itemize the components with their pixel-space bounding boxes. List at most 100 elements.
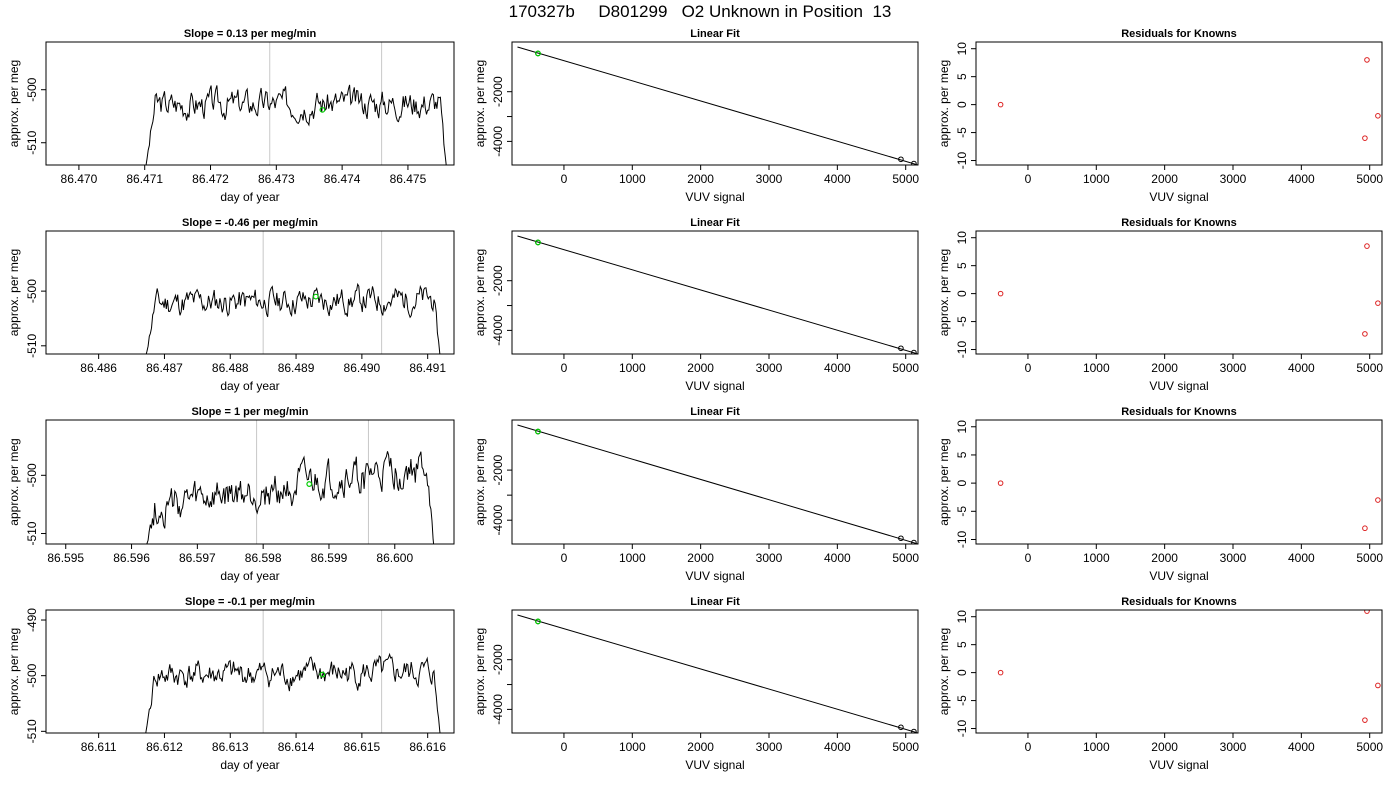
data-point	[997, 290, 1004, 297]
y-tick-label: -500	[25, 77, 39, 101]
x-tick-label: 86.611	[81, 740, 117, 754]
y-tick-label: -5	[955, 316, 969, 327]
y-tick-label: -500	[25, 463, 39, 487]
panel-1: Slope = 0.13 per meg/min 86.470 86.471 86.4…	[7, 28, 455, 204]
x-tick-label: 1000	[619, 361, 646, 375]
y-axis-label: approx. per meg	[473, 628, 487, 715]
y-tick-label: -5	[955, 506, 969, 517]
x-tick-label: 86.490	[344, 361, 381, 375]
highlight-point	[319, 671, 326, 678]
highlight-point	[319, 106, 326, 113]
x-tick-label: 1000	[1083, 551, 1110, 565]
x-axis-label: VUV signal	[685, 190, 744, 204]
y-tick-label: 5	[955, 262, 969, 269]
x-axis-label: day of year	[220, 379, 279, 393]
x-axis-label: VUV signal	[1149, 758, 1208, 772]
plot-frame	[45, 419, 455, 545]
x-tick-label: 86.475	[390, 172, 427, 186]
x-tick-label: 86.596	[113, 551, 150, 565]
data-point	[1375, 682, 1381, 689]
plot-area	[145, 282, 441, 354]
y-axis-label: approx. per meg	[7, 249, 21, 336]
y-tick-label: -510	[25, 130, 39, 154]
x-tick-label: 0	[1025, 172, 1032, 186]
x-axis-label: VUV signal	[1149, 190, 1208, 204]
y-tick-label: 0	[955, 290, 969, 297]
highlight-point	[535, 50, 541, 57]
y-tick-label: -10	[955, 152, 969, 170]
y-tick-label: -510	[25, 521, 39, 545]
panel-title: Linear Fit	[690, 406, 740, 418]
x-tick-label: 4000	[1288, 172, 1315, 186]
x-axis-label: VUV signal	[685, 379, 744, 393]
x-tick-label: 86.595	[47, 551, 84, 565]
x-tick-label: 0	[561, 172, 568, 186]
plot-frame	[45, 230, 455, 355]
y-tick-label: -5	[955, 127, 969, 138]
x-tick-label: 2000	[687, 361, 714, 375]
x-tick-label: 86.489	[278, 361, 315, 375]
x-tick-label: 1000	[1083, 172, 1110, 186]
plot-area	[517, 614, 918, 733]
highlight-point	[306, 481, 313, 487]
panel-4: Slope = -0.46 per meg/min 86.486 86.487 86.…	[7, 217, 455, 393]
data-point	[1375, 113, 1381, 119]
x-tick-label: 0	[561, 740, 568, 754]
x-tick-label: 1000	[1083, 361, 1110, 375]
panel-title: Residuals for Knowns	[1121, 596, 1237, 608]
y-tick-label: -490	[25, 608, 39, 632]
x-tick-label: 86.474	[324, 172, 361, 186]
y-axis-label: approx. per meg	[937, 628, 951, 715]
x-tick-label: 4000	[1288, 740, 1315, 754]
series-line	[145, 282, 441, 354]
x-tick-label: 3000	[1220, 361, 1247, 375]
x-tick-label: 86.612	[146, 740, 183, 754]
plot-area	[517, 424, 918, 544]
y-tick-label: -2000	[491, 644, 505, 675]
y-tick-label: -500	[25, 279, 39, 303]
fit-line	[517, 614, 918, 733]
data-point	[911, 728, 917, 733]
panel-title: Residuals for Knowns	[1121, 406, 1237, 418]
x-tick-label: 86.491	[409, 361, 446, 375]
y-tick-label: -10	[955, 530, 969, 548]
y-tick-label: -2000	[491, 76, 505, 107]
fit-line	[517, 424, 918, 544]
x-axis-label: day of year	[220, 758, 279, 772]
panel-11: Linear Fit 0 1000 2000 3000 4000 5000 -4000 -200…	[473, 596, 919, 772]
plot-frame	[511, 419, 919, 545]
plot-area	[997, 480, 1381, 532]
x-tick-label: 4000	[1288, 361, 1315, 375]
highlight-point	[535, 239, 541, 246]
y-tick-label: 0	[955, 669, 969, 676]
x-tick-label: 4000	[824, 361, 851, 375]
y-tick-label: 5	[955, 641, 969, 648]
x-tick-label: 2000	[1151, 551, 1178, 565]
plot-frame	[511, 609, 919, 734]
x-tick-label: 2000	[687, 172, 714, 186]
data-point	[997, 480, 1004, 486]
y-tick-label: -10	[955, 341, 969, 359]
y-axis-label: approx. per meg	[7, 628, 21, 715]
x-tick-label: 3000	[756, 361, 783, 375]
panel-6: Residuals for Knowns 0 1000 2000 3000 4000 500…	[937, 217, 1383, 393]
y-tick-label: -2000	[491, 265, 505, 296]
x-tick-label: 1000	[1083, 740, 1110, 754]
y-tick-label: 10	[955, 231, 969, 245]
x-tick-label: 4000	[1288, 551, 1315, 565]
y-tick-label: 0	[955, 479, 969, 486]
x-tick-label: 3000	[756, 740, 783, 754]
x-tick-label: 3000	[756, 551, 783, 565]
plot-frame	[511, 41, 919, 166]
data-point	[1362, 135, 1368, 141]
x-tick-label: 4000	[824, 551, 851, 565]
x-tick-label: 5000	[892, 740, 919, 754]
plot-area	[997, 610, 1381, 723]
plot-area	[517, 46, 918, 165]
x-tick-label: 5000	[892, 172, 919, 186]
x-tick-label: 86.615	[344, 740, 381, 754]
plot-area	[146, 451, 435, 544]
fit-line	[517, 235, 918, 354]
series-line	[145, 652, 441, 733]
